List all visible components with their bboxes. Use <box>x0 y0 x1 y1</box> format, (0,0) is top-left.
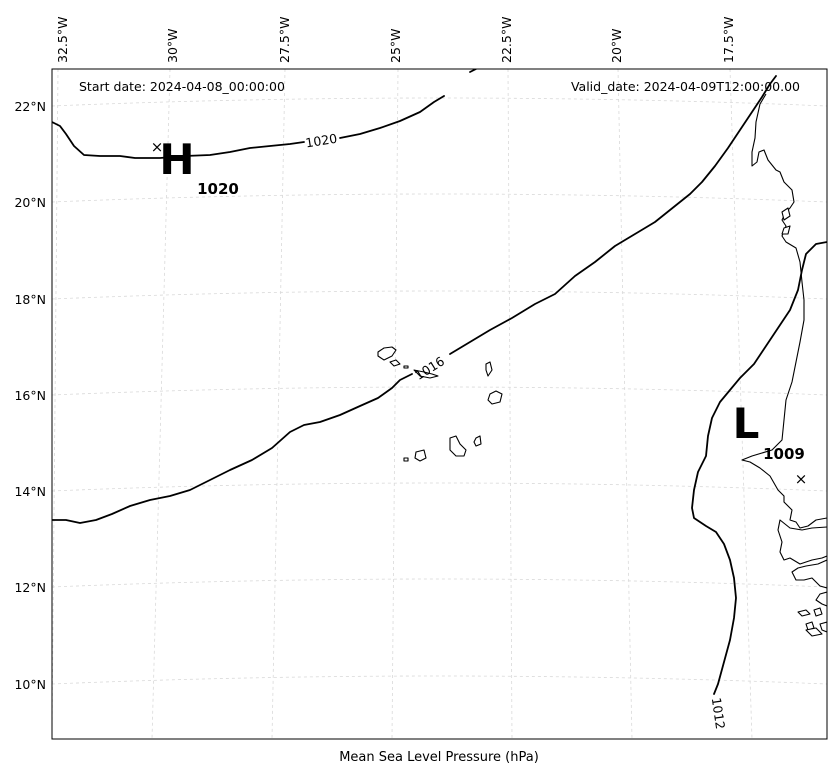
island-sao-nicolau <box>413 369 439 379</box>
lon-tick-label: 32.5°W <box>55 17 70 63</box>
graticule <box>52 69 827 739</box>
bijagos-island-1 <box>797 609 811 617</box>
lat-tick-label: 14°N <box>14 484 46 499</box>
valid-date-label: Valid_date: 2024-04-09T12:00:00.00 <box>571 79 800 94</box>
island-sal <box>485 361 493 377</box>
lon-tick-label: 22.5°W <box>499 17 514 63</box>
meridian-32-5w <box>52 69 59 739</box>
coastlines <box>741 93 827 637</box>
island-santo-antao <box>377 346 397 361</box>
parallel-10n <box>52 675 827 685</box>
low-center-letter: L <box>733 399 760 448</box>
parallel-18n <box>52 290 827 300</box>
meridian-20w <box>617 69 633 739</box>
meridian-30w <box>151 69 171 739</box>
low-pressure-center: × L 1009 <box>733 399 808 488</box>
map-footer-title: Mean Sea Level Pressure (hPa) <box>339 750 539 765</box>
isobar-1016-main <box>52 75 777 524</box>
lon-tick-label: 25°W <box>388 28 403 63</box>
high-center-value: 1020 <box>197 180 239 198</box>
gambia-guinea-coast <box>777 519 827 565</box>
lon-tick-label: 17.5°W <box>721 17 736 63</box>
parallel-22n <box>52 97 827 107</box>
island-maio <box>473 435 482 447</box>
coastal-islet-north <box>781 207 791 221</box>
latitude-tick-labels: 22°N 20°N 18°N 16°N 14°N 12°N 10°N <box>14 99 46 692</box>
isobar-1016-label: 1016 <box>412 353 447 383</box>
lat-tick-label: 22°N <box>14 99 46 114</box>
high-center-letter: H <box>159 135 194 184</box>
africa-coastline <box>741 93 827 529</box>
lat-tick-label: 20°N <box>14 195 46 210</box>
island-fogo <box>414 449 427 462</box>
lat-tick-label: 12°N <box>14 580 46 595</box>
low-center-marker: × <box>795 470 808 488</box>
longitude-tick-labels: 32.5°W 30°W 27.5°W 25°W 22.5°W 20°W 17.5… <box>55 17 736 63</box>
isobars <box>52 69 827 695</box>
isobar-1016-east-fragment <box>691 241 827 695</box>
island-boa-vista <box>487 390 503 405</box>
lon-tick-label: 30°W <box>165 28 180 63</box>
parallel-14n <box>52 482 827 492</box>
meridian-27-5w <box>271 69 286 739</box>
isobar-1020-main <box>52 95 445 159</box>
lat-tick-label: 10°N <box>14 677 46 692</box>
start-date-label: Start date: 2024-04-08_00:00:00 <box>79 79 285 94</box>
lon-tick-label: 20°W <box>609 28 624 63</box>
guinea-bissau-coast <box>791 559 827 589</box>
bijagos-island-5 <box>819 621 827 633</box>
low-center-value: 1009 <box>763 445 805 463</box>
isobar-1012-label: 1012 <box>709 697 728 731</box>
meridian-22-5w <box>507 69 513 739</box>
high-center-marker: × <box>151 138 164 156</box>
lon-tick-label: 27.5°W <box>277 17 292 63</box>
parallel-20n <box>52 193 827 203</box>
parallel-12n <box>52 578 827 588</box>
bijagos-island-2 <box>813 607 823 617</box>
meridian-17-5w <box>729 69 753 739</box>
map-frame <box>51 68 828 740</box>
island-santiago <box>449 435 467 457</box>
island-brava <box>403 457 409 462</box>
lat-tick-label: 18°N <box>14 292 46 307</box>
coastal-islet-north-2 <box>781 225 791 235</box>
island-sao-vicente <box>389 359 401 367</box>
meridian-25w <box>391 69 399 739</box>
lat-tick-label: 16°N <box>14 388 46 403</box>
bijagos-island-4 <box>805 627 823 637</box>
parallel-16n <box>52 386 827 396</box>
isobar-1020-label: 1020 <box>304 131 338 151</box>
sierra-leone-coast <box>815 591 827 607</box>
island-santa-luzia <box>403 365 409 369</box>
cape-verde-islands <box>377 346 503 462</box>
high-pressure-center: × H 1020 <box>151 135 239 198</box>
